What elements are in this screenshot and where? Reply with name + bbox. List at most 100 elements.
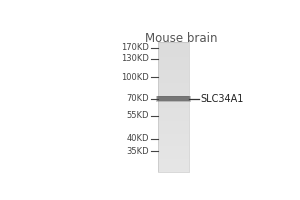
Bar — [158, 165, 189, 166]
Bar — [158, 148, 189, 149]
Bar — [158, 132, 189, 133]
Bar — [157, 96, 190, 101]
Bar — [158, 97, 189, 98]
Bar — [157, 96, 190, 101]
Bar — [158, 114, 189, 115]
Bar — [158, 112, 189, 113]
Bar — [156, 96, 191, 102]
Bar — [158, 89, 189, 90]
Text: 170KD: 170KD — [121, 43, 148, 52]
Bar — [158, 110, 189, 111]
Bar — [158, 116, 189, 117]
Bar — [158, 54, 189, 55]
Bar — [158, 159, 189, 160]
Bar — [158, 121, 189, 122]
Bar — [158, 151, 189, 152]
Bar — [158, 96, 189, 101]
Bar — [157, 96, 190, 101]
Bar — [156, 96, 191, 102]
Bar — [158, 86, 189, 87]
Bar — [158, 166, 189, 167]
Bar — [158, 111, 189, 112]
Bar — [158, 67, 189, 68]
Bar — [158, 74, 189, 75]
Bar — [158, 135, 189, 136]
Bar — [158, 118, 189, 119]
Bar — [158, 136, 189, 137]
Bar — [158, 133, 189, 134]
Bar — [158, 126, 189, 127]
Bar — [158, 71, 189, 72]
Bar — [158, 46, 189, 47]
Bar — [158, 95, 189, 96]
Bar — [158, 66, 189, 67]
Bar — [158, 167, 189, 168]
Bar — [158, 128, 189, 129]
Bar — [158, 91, 189, 92]
Bar — [158, 107, 189, 108]
Text: 55KD: 55KD — [126, 111, 148, 120]
Bar — [158, 102, 189, 103]
Bar — [158, 150, 189, 151]
Bar — [158, 149, 189, 150]
Bar — [158, 84, 189, 85]
Bar — [158, 98, 189, 99]
Text: 100KD: 100KD — [121, 73, 148, 82]
Bar — [158, 61, 189, 62]
Bar — [158, 87, 189, 88]
Bar — [158, 57, 189, 58]
Bar — [158, 96, 190, 101]
Bar — [158, 101, 189, 102]
Bar — [158, 80, 189, 81]
Bar — [158, 104, 189, 105]
Bar — [158, 81, 189, 82]
Bar — [158, 105, 189, 106]
Bar — [158, 168, 189, 169]
Bar — [158, 129, 189, 130]
Bar — [158, 68, 189, 69]
Bar — [158, 106, 189, 107]
Bar — [158, 75, 189, 76]
Bar — [158, 92, 189, 93]
Bar — [158, 169, 189, 170]
Bar — [158, 119, 189, 120]
Bar — [156, 96, 191, 102]
Bar — [158, 96, 189, 101]
Text: 130KD: 130KD — [121, 54, 148, 63]
Bar — [158, 77, 189, 78]
Bar — [158, 73, 189, 74]
Bar — [158, 144, 189, 145]
Bar — [158, 164, 189, 165]
Bar — [158, 140, 189, 141]
Bar — [158, 131, 189, 132]
Bar — [158, 93, 189, 94]
Bar — [158, 115, 189, 116]
Bar — [158, 156, 189, 157]
Bar — [158, 42, 189, 172]
Bar — [158, 123, 189, 124]
Bar — [158, 94, 189, 95]
Bar — [158, 96, 189, 101]
Bar — [158, 60, 189, 61]
Bar — [158, 63, 189, 64]
Bar — [158, 51, 189, 52]
Bar — [158, 96, 190, 101]
Bar — [158, 113, 189, 114]
Bar — [158, 143, 189, 144]
Bar — [158, 160, 189, 161]
Bar — [158, 72, 189, 73]
Bar — [156, 96, 191, 102]
Bar — [158, 124, 189, 125]
Bar — [158, 44, 189, 45]
Bar — [158, 42, 189, 43]
Bar — [158, 127, 189, 128]
Bar — [158, 158, 189, 159]
Text: 40KD: 40KD — [126, 134, 148, 143]
Bar — [158, 157, 189, 158]
Bar — [156, 96, 190, 101]
Bar — [158, 139, 189, 140]
Bar — [157, 96, 190, 101]
Bar — [158, 62, 189, 63]
Bar — [158, 100, 189, 101]
Bar — [158, 58, 189, 59]
